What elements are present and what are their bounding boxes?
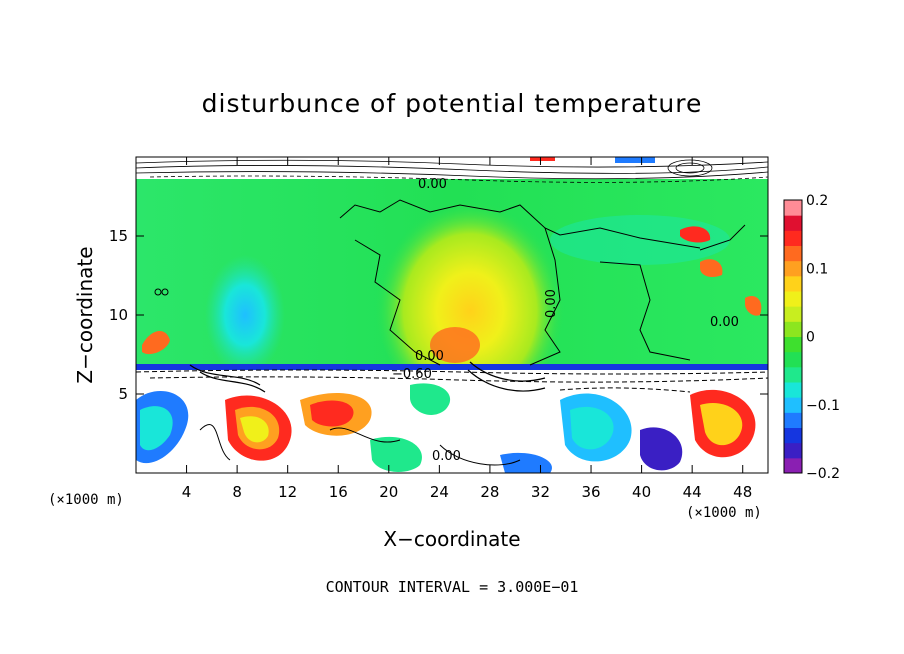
colorbar-swatch (784, 366, 802, 383)
x-tick-label: 28 (480, 483, 499, 501)
colorbar-swatch (784, 291, 802, 307)
x-axis-ticks: 4 8 12 16 20 24 28 32 36 40 44 48 (182, 157, 752, 501)
colorbar-swatch (784, 275, 802, 292)
colorbar (783, 199, 803, 474)
contour-label-zero-right: 0.00 (710, 315, 739, 330)
x-tick-label: 32 (531, 483, 550, 501)
y-axis-ticks: 5 10 15 (109, 227, 768, 403)
contour-label-zero-top: 0.00 (418, 177, 447, 192)
colorbar-swatch (784, 321, 802, 337)
colorbar-swatch (784, 200, 802, 216)
x-tick-label: 8 (232, 483, 242, 501)
y-axis-label: Z−coordinate (73, 246, 97, 383)
x-tick-label: 24 (430, 483, 449, 501)
y-tick-label: 5 (118, 385, 128, 403)
heatmap-field: 0.00 0.00 0.00 0.00 −0.60 0.00 (136, 157, 768, 473)
colorbar-swatch (784, 260, 802, 277)
colorbar-tick-label: −0.2 (806, 466, 840, 482)
x-unit-right: (×1000 m) (686, 505, 762, 521)
colorbar-tick-label: 0.1 (806, 261, 828, 277)
x-unit-left: (×1000 m) (48, 492, 124, 508)
contour-interval-note: CONTOUR INTERVAL = 3.000E−01 (326, 578, 579, 596)
colorbar-tick-label: −0.1 (806, 398, 840, 414)
contour-label-zero-low: 0.00 (415, 349, 444, 364)
y-tick-label: 15 (109, 227, 128, 245)
chart-title: disturbunce of potential temperature (202, 89, 703, 118)
colorbar-swatch (784, 457, 802, 474)
x-tick-label: 36 (581, 483, 600, 501)
x-tick-label: 48 (733, 483, 752, 501)
x-axis-label: X−coordinate (383, 527, 520, 551)
x-tick-label: 44 (683, 483, 702, 501)
contour-label-zero-mid: 0.00 (544, 289, 559, 318)
colorbar-swatch (784, 351, 802, 368)
colorbar-swatch (784, 245, 802, 262)
colorbar-swatch (784, 336, 802, 353)
colorbar-tick-label: 0 (806, 330, 815, 346)
contour-label-zero-bottom: 0.00 (432, 449, 461, 464)
colorbar-swatch (784, 397, 802, 413)
colorbar-tick-labels: 0.2 0.1 0 −0.1 −0.2 (806, 193, 840, 482)
x-tick-label: 16 (329, 483, 348, 501)
colorbar-swatch (784, 382, 802, 398)
colorbar-swatch (784, 306, 802, 322)
y-tick-label: 10 (109, 306, 128, 324)
x-tick-label: 20 (379, 483, 398, 501)
contour-label-neg: −0.60 (392, 367, 432, 382)
colorbar-swatch (784, 412, 802, 428)
colorbar-swatch (784, 427, 802, 444)
x-tick-label: 12 (278, 483, 297, 501)
x-tick-label: 4 (182, 483, 192, 501)
colorbar-tick-label: 0.2 (806, 193, 828, 209)
colorbar-swatch (784, 215, 802, 231)
x-tick-label: 40 (632, 483, 651, 501)
colorbar-frame (783, 199, 803, 474)
colorbar-swatch (784, 230, 802, 246)
colorbar-swatch (784, 442, 802, 459)
